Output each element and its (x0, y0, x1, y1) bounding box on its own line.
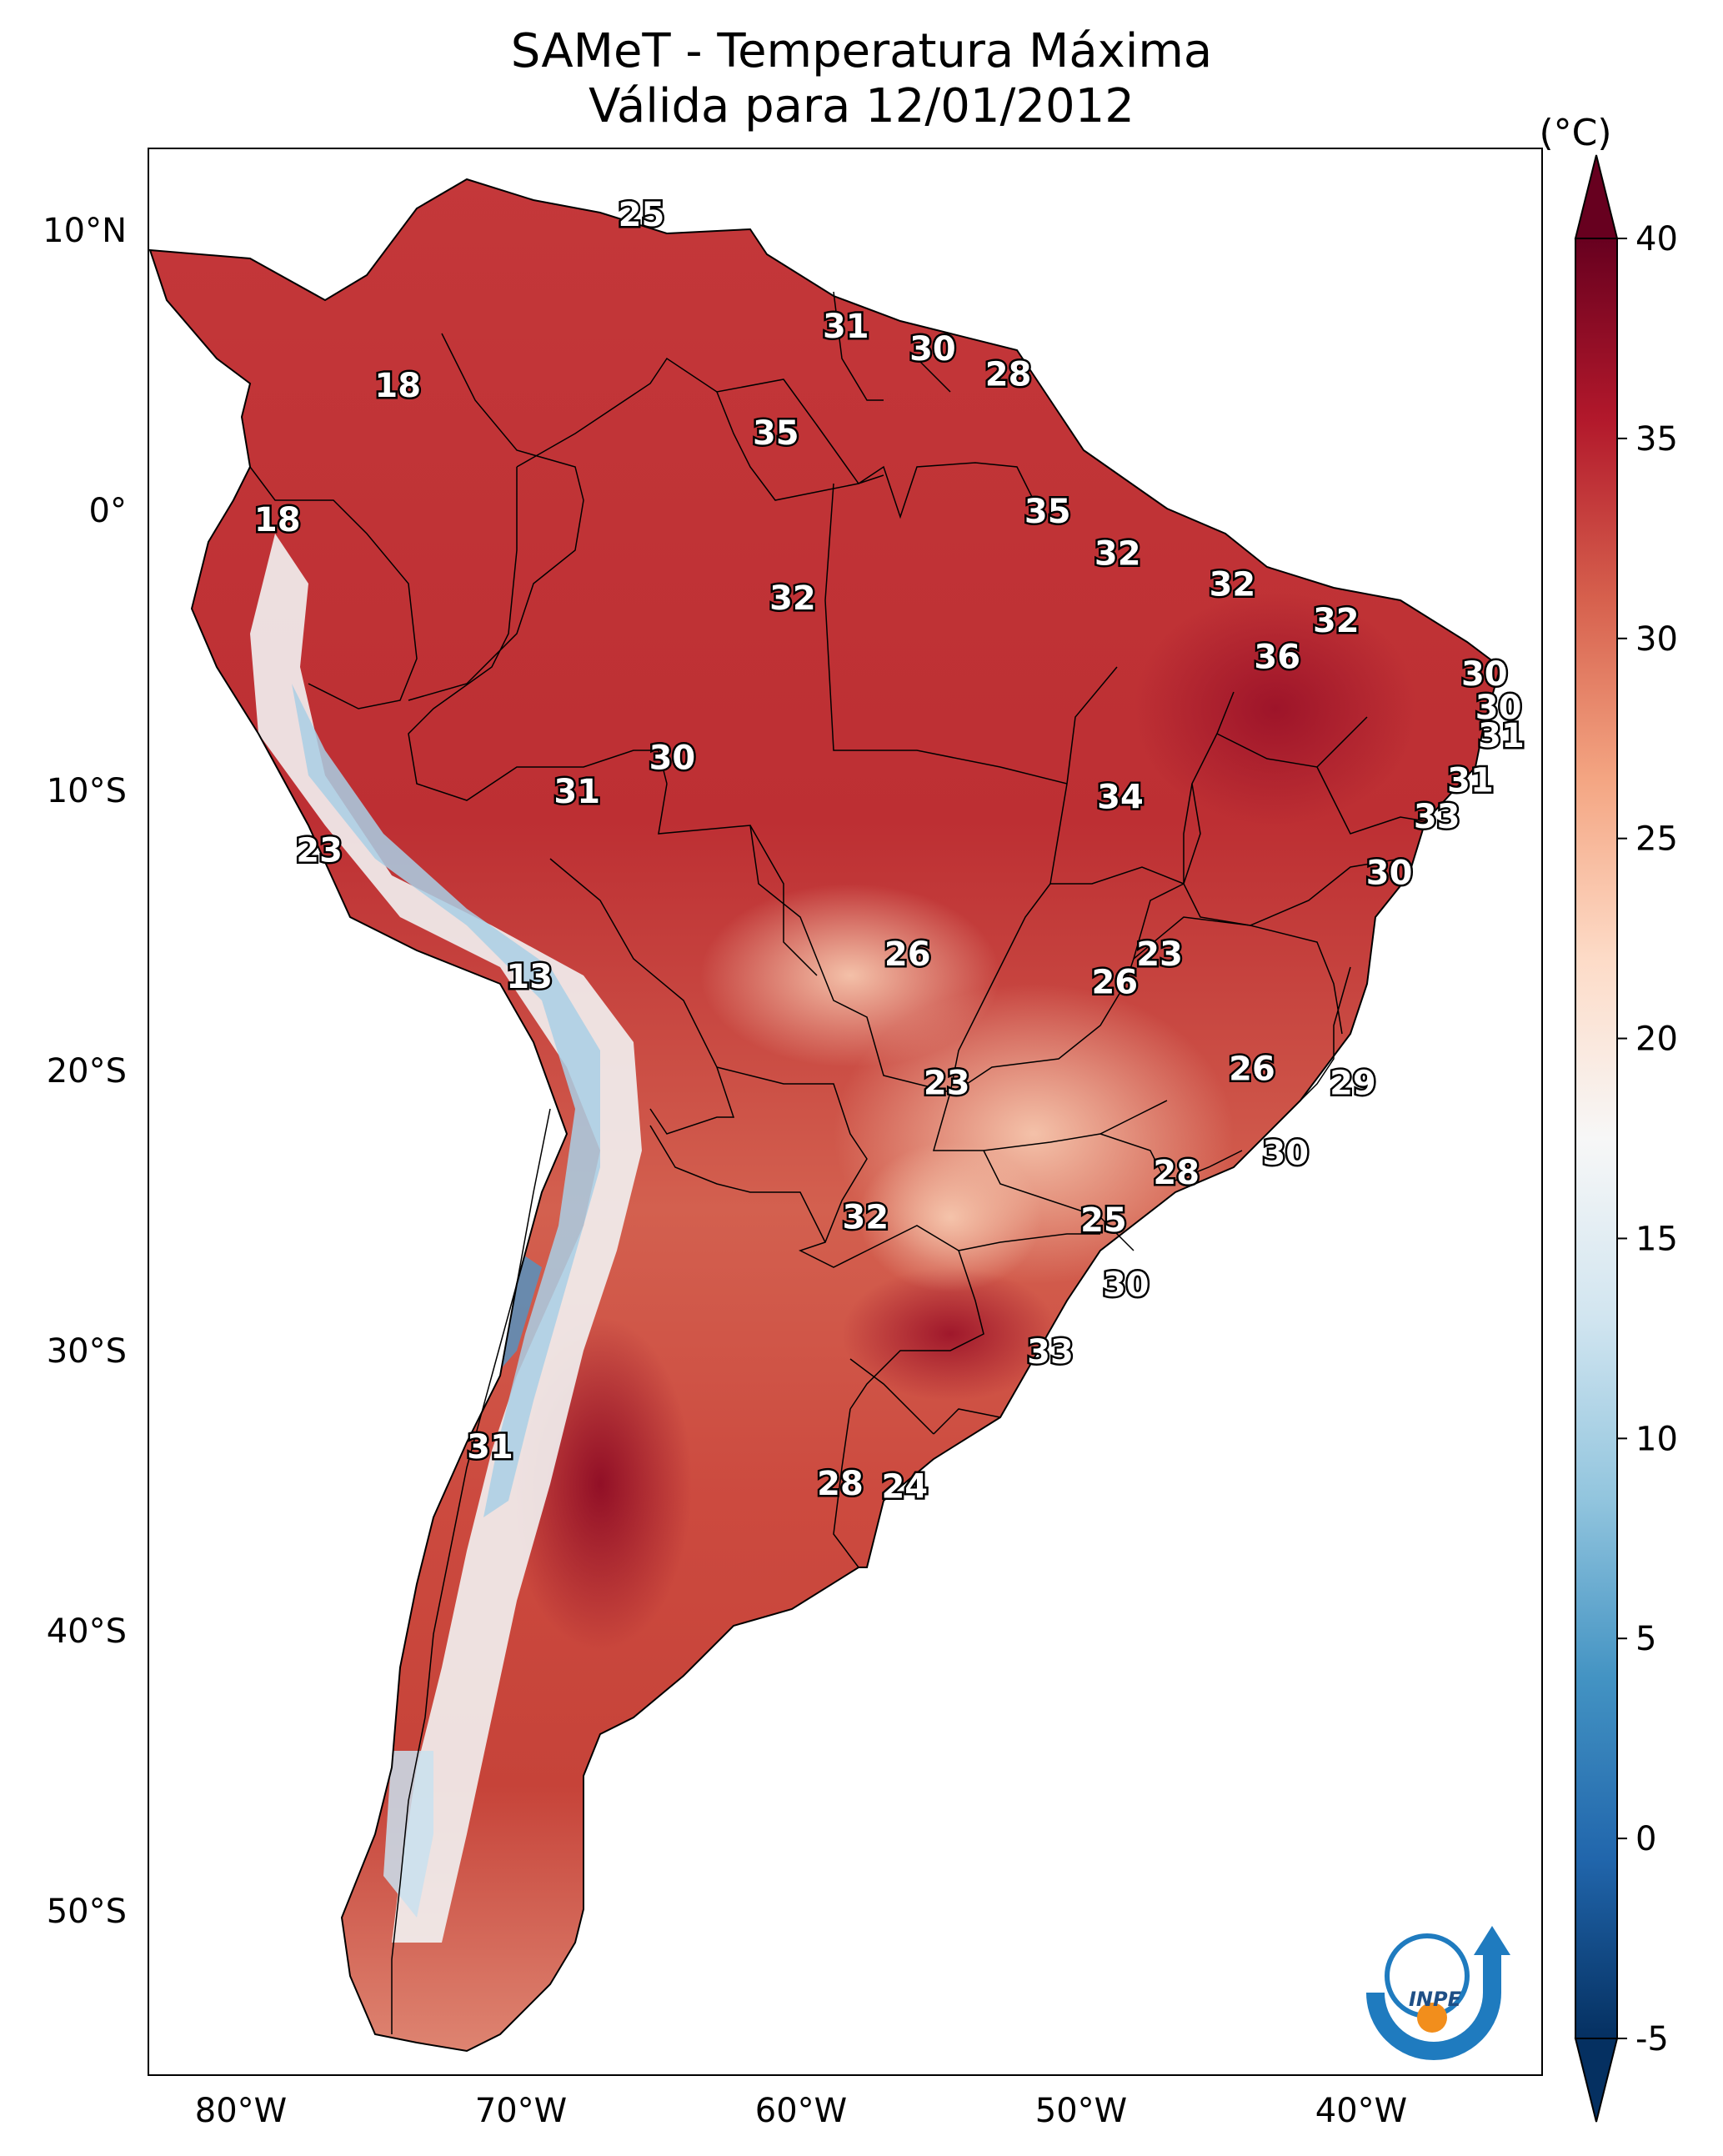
contour-label: 31 (553, 773, 600, 811)
lon-tick-70w: 70°W (475, 2092, 567, 2130)
colorbar-tick-label: 25 (1635, 820, 1678, 859)
lat-tick-0: 0° (89, 492, 127, 530)
inpe-logo: INPE (1366, 1926, 1510, 2060)
colorbar-tick-label: 40 (1635, 220, 1678, 258)
contour-label: 23 (296, 832, 343, 870)
contour-label: 32 (1313, 602, 1360, 640)
colorbar-bottom-arrow (1574, 2038, 1619, 2123)
colorbar-tick-label: 5 (1635, 1620, 1656, 1658)
lat-tick-30s: 30°S (47, 1332, 127, 1371)
colorbar-tick-label: 0 (1635, 1820, 1656, 1858)
longitude-axis: 80°W 70°W 60°W 50°W 40°W (195, 2092, 1407, 2130)
contour-label: 33 (1414, 798, 1460, 836)
contour-label: 32 (1094, 534, 1141, 573)
colorbar-tick-label: 30 (1635, 620, 1678, 659)
contour-label: 26 (1091, 964, 1138, 1002)
country-borders (249, 291, 1426, 2034)
lat-tick-10s: 10°S (47, 772, 127, 810)
contour-label: 18 (374, 367, 421, 405)
lat-tick-20s: 20°S (47, 1052, 127, 1091)
contour-label: 28 (985, 355, 1032, 394)
contour-label: 24 (881, 1467, 928, 1506)
contour-label: 30 (1262, 1134, 1309, 1172)
contour-label: 25 (619, 196, 665, 234)
contour-label: 23 (924, 1064, 970, 1102)
colorbar-tick-label: 35 (1635, 420, 1678, 459)
contour-label: 30 (1475, 689, 1522, 727)
contour-label: 33 (1027, 1333, 1074, 1371)
contour-label: 26 (1229, 1050, 1275, 1089)
contour-label: 30 (1461, 655, 1508, 694)
colorbar-tick-label: -5 (1635, 2020, 1669, 2058)
contour-label: 35 (753, 414, 799, 453)
logo-text: INPE (1409, 1988, 1462, 2011)
contour-label: 35 (1024, 493, 1071, 531)
contour-label: 25 (1080, 1201, 1127, 1240)
lat-tick-50s: 50°S (47, 1893, 127, 1931)
contour-label: 23 (1136, 935, 1183, 974)
contour-label: 31 (1478, 717, 1525, 755)
lon-tick-60w: 60°W (755, 2092, 847, 2130)
colorbar-units: (°C) (1539, 112, 1611, 154)
colorbar: (°C) 40 35 30 25 20 15 10 5 0 -5 (1539, 112, 1678, 2123)
coastline (148, 178, 1502, 2053)
contour-label: 18 (254, 501, 301, 539)
colorbar-bar (1575, 238, 1618, 2039)
contour-label: 26 (884, 935, 931, 974)
map-subtitle: Válida para 12/01/2012 (589, 79, 1134, 133)
contour-label: 32 (769, 579, 816, 618)
contour-label: 36 (1254, 639, 1300, 677)
contour-label: 31 (823, 308, 869, 346)
colorbar-tick-label: 15 (1635, 1220, 1678, 1258)
logo-dot-icon (1417, 2003, 1447, 2033)
contour-label: 29 (1330, 1064, 1376, 1102)
contour-label: 30 (1366, 854, 1413, 892)
contour-label: 30 (909, 330, 956, 369)
colorbar-tick-label: 10 (1635, 1420, 1678, 1458)
colorbar-tick-label: 20 (1635, 1020, 1678, 1059)
contour-label: 28 (817, 1465, 864, 1503)
colorbar-top-arrow (1574, 154, 1619, 239)
lon-tick-40w: 40°W (1315, 2092, 1407, 2130)
contour-label: 30 (649, 740, 696, 778)
lat-tick-40s: 40°S (47, 1612, 127, 1651)
lon-tick-50w: 50°W (1035, 2092, 1127, 2130)
lat-tick-10n: 10°N (43, 212, 127, 250)
contour-label: 30 (1103, 1266, 1150, 1304)
lon-tick-80w: 80°W (195, 2092, 287, 2130)
contour-label: 28 (1153, 1154, 1200, 1192)
contour-label: 13 (506, 958, 553, 996)
contour-label: 31 (1447, 762, 1494, 800)
contour-label: 31 (467, 1428, 513, 1467)
contour-label: 32 (1210, 565, 1256, 604)
contour-label: 34 (1097, 779, 1144, 817)
map-title: SAMeT - Temperatura Máxima (510, 24, 1213, 78)
latitude-axis: 10°N 0° 10°S 20°S 30°S 40°S 50°S (43, 212, 127, 1931)
contour-label: 32 (842, 1199, 889, 1237)
